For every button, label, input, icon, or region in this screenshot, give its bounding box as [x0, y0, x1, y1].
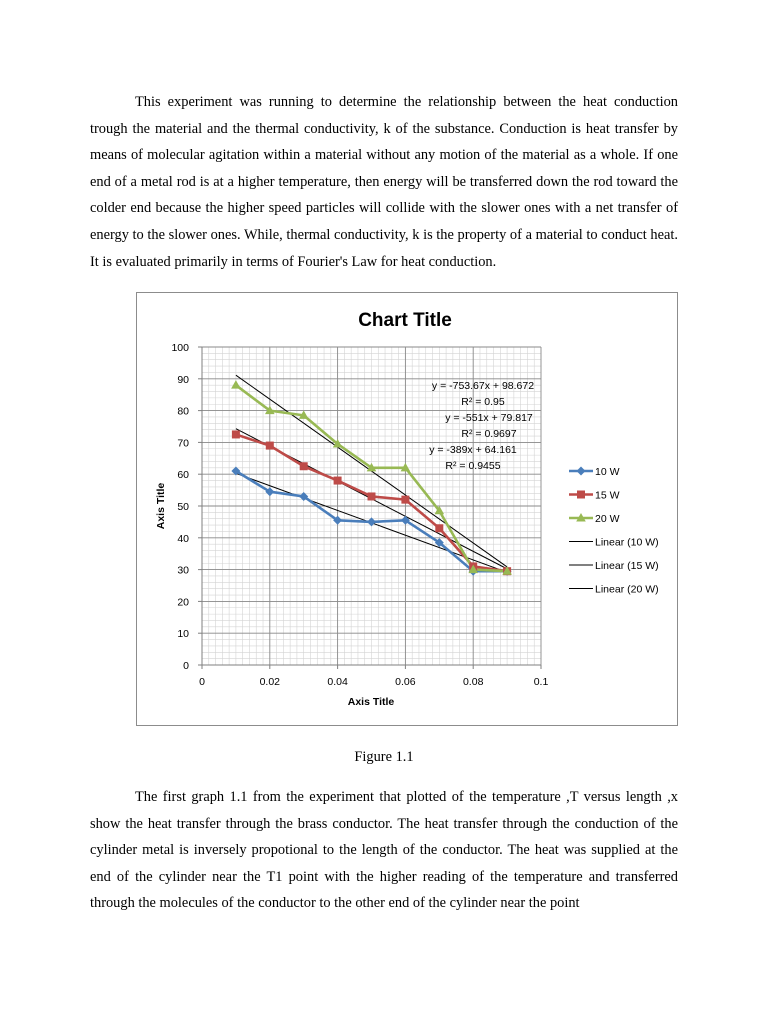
- y-tick-label: 50: [177, 501, 189, 513]
- legend-entry: Linear (15 W): [595, 560, 659, 572]
- data-point: [576, 466, 586, 476]
- data-point: [333, 476, 342, 485]
- data-point: [231, 430, 240, 439]
- intro-paragraph: This experiment was running to determine…: [90, 94, 678, 270]
- y-tick-label: 10: [177, 628, 189, 640]
- x-tick-label: 0.1: [534, 676, 549, 688]
- data-point: [502, 566, 512, 575]
- y-tick-label: 0: [183, 660, 189, 672]
- legend-entry: Linear (10 W): [595, 537, 659, 549]
- x-tick-label: 0.04: [327, 676, 348, 688]
- y-axis-title: Axis Title: [155, 483, 167, 530]
- data-point: [468, 564, 478, 574]
- data-point: [367, 492, 376, 501]
- data-point: [265, 405, 275, 415]
- data-point: [231, 466, 241, 476]
- legend-entry: 15 W: [595, 490, 620, 502]
- chart-title: Chart Title: [358, 310, 452, 331]
- data-point: [400, 515, 410, 525]
- data-point: [333, 515, 343, 525]
- data-point: [400, 462, 411, 472]
- trendline-r-squared: R² = 0.9697: [461, 428, 516, 440]
- chart-container: Chart Title 0 10 20 30 40 50 60 70 80 90 100 0 0.02 0.…: [136, 292, 678, 726]
- x-tick-label: 0.08: [463, 676, 484, 688]
- legend-entry: Linear (20 W): [595, 584, 659, 596]
- chart-grid: [202, 346, 542, 665]
- temperature-length-chart: Chart Title 0 10 20 30 40 50 60 70 80 90 100 0 0.02 0.…: [155, 310, 659, 708]
- y-tick-label: 90: [177, 374, 189, 386]
- y-tick-label: 70: [177, 437, 189, 449]
- data-point: [299, 491, 309, 501]
- data-point: [265, 487, 275, 497]
- data-point: [367, 517, 376, 527]
- data-point: [332, 438, 343, 448]
- trendline-r-squared: R² = 0.9455: [445, 460, 500, 472]
- legend-entry: 20 W: [595, 513, 620, 525]
- x-tick-label: 0.06: [395, 676, 416, 688]
- data-point: [298, 410, 309, 419]
- y-tick-label: 30: [177, 565, 189, 577]
- trendline-equation: y = -551x + 79.817: [445, 412, 533, 424]
- trendline-equation: y = -389x + 64.161: [429, 444, 517, 456]
- legend-entry: 10 W: [595, 466, 620, 478]
- discussion-paragraph: The first graph 1.1 from the experiment …: [90, 789, 678, 912]
- y-tick-label: 80: [177, 406, 189, 418]
- data-point: [401, 495, 410, 504]
- y-tick-label: 100: [171, 342, 189, 354]
- data-point: [366, 462, 377, 472]
- x-axis-title: Axis Title: [348, 696, 395, 708]
- y-tick-label: 20: [177, 596, 189, 608]
- data-point: [299, 462, 308, 471]
- trendline-r-squared: R² = 0.95: [461, 396, 505, 408]
- data-point: [434, 505, 445, 515]
- y-tick-label: 60: [177, 469, 189, 481]
- y-tick-label: 40: [177, 533, 189, 545]
- x-tick-label: 0.02: [260, 676, 281, 688]
- data-point: [231, 380, 241, 389]
- x-tick-label: 0: [199, 676, 205, 688]
- data-point: [265, 441, 274, 450]
- data-point: [576, 513, 586, 522]
- figure-caption: Figure 1.1: [354, 749, 414, 765]
- data-point: [577, 490, 585, 499]
- trendline-equation: y = -753.67x + 98.672: [432, 380, 534, 392]
- data-point: [434, 538, 444, 548]
- data-point: [435, 524, 444, 533]
